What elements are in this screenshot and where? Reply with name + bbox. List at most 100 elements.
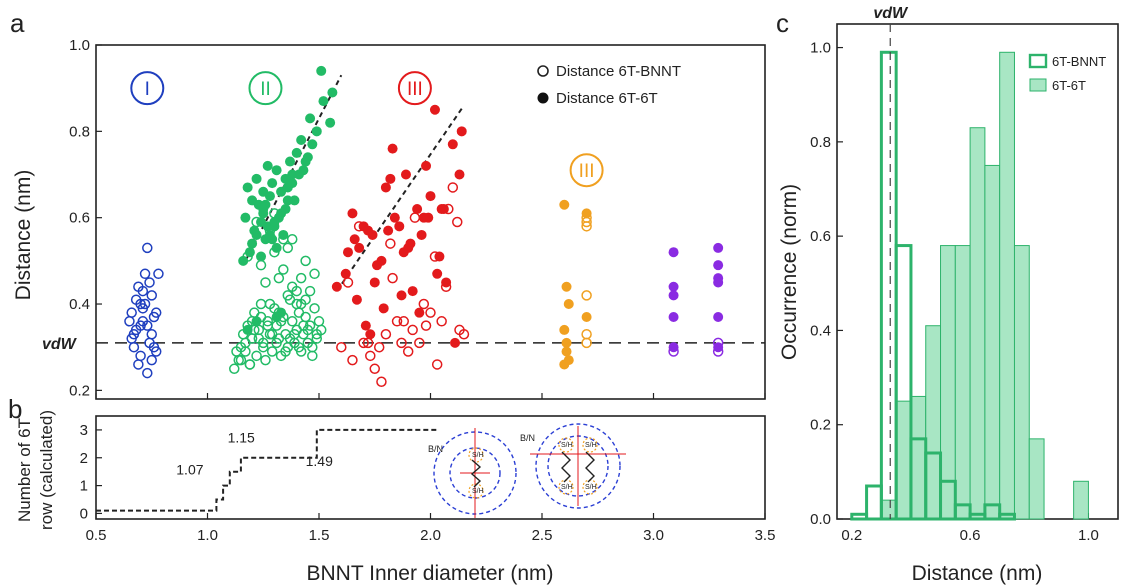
group-label-text: II [260, 79, 271, 100]
data-point-ii-open [300, 311, 311, 323]
data-point-iii-open [342, 277, 354, 288]
data-point-ii-open [266, 328, 278, 340]
panel-a-vdw-label: vdW [42, 336, 78, 353]
data-point-ii-open [246, 316, 258, 327]
data-point-i-open [142, 320, 153, 331]
data-point-i-open [142, 242, 153, 254]
panel-b-x-tick-label: 2.5 [532, 527, 553, 544]
data-point-ii-open [311, 333, 323, 344]
data-point-v-open [712, 337, 724, 349]
data-point-ii-open [307, 341, 318, 353]
data-point-ii-open [269, 208, 280, 219]
inset-label-b-n-1: B/N [428, 444, 443, 454]
hist-bar-6t-6t [984, 164, 1001, 520]
data-point-iii-filled [380, 182, 391, 193]
data-point-iii-open [414, 337, 425, 349]
data-point-iii-open [353, 221, 365, 232]
panel-c-histogram: 0.0 0.2 0.4 0.6 0.8 1.0 0.2 0.6 1.0 vdW 6T-BNNT … [778, 5, 1119, 585]
data-point-ii-filled [280, 204, 291, 215]
data-point-ii-filled [260, 234, 271, 245]
inset-label-s-h-2: S/H [472, 488, 484, 495]
data-point-ii-open [249, 307, 260, 318]
data-point-i-open [135, 298, 146, 310]
data-point-iii-open [358, 337, 369, 349]
data-point-ii-open [258, 341, 269, 353]
data-point-v-filled [713, 277, 724, 288]
data-point-v-filled [668, 247, 679, 258]
data-point-ii-open [298, 320, 309, 331]
data-point-ii-open [260, 277, 271, 288]
panel-c-y-axis-label: Occurrence (norm) [778, 184, 801, 360]
inset-label-s-h-3: S/H [561, 442, 573, 449]
data-point-ii-open [289, 328, 300, 340]
legend-open-marker [537, 65, 549, 77]
data-point-ii-filled [264, 191, 275, 202]
data-point-iv-filled [563, 299, 574, 310]
hist-bar-6t-6t [925, 325, 942, 520]
data-point-iv-filled [559, 324, 570, 335]
data-point-iii-filled [349, 234, 360, 245]
data-point-iii-open [387, 272, 398, 284]
data-point-ii-open [253, 333, 265, 344]
double-row-tube-diagram: S/H S/H S/H S/H B/N [520, 423, 626, 509]
data-point-ii-open [271, 337, 282, 349]
data-point-iii-open [347, 354, 358, 366]
data-point-ii-open [266, 346, 278, 357]
hist-bar-6t-bnnt [850, 512, 869, 521]
panel-c-x-tick-label: 0.6 [960, 527, 981, 544]
data-point-iii-filled [454, 169, 465, 180]
data-point-iii-open [365, 350, 376, 362]
step-annotation: 1.07 [176, 461, 203, 477]
data-point-ii-filled [285, 156, 296, 167]
row-number-step-line [96, 428, 438, 512]
data-point-ii-open [231, 346, 242, 357]
data-point-ii-filled [238, 255, 249, 266]
data-point-v-filled [713, 311, 724, 322]
panel-c-y-tick-label: 0.6 [810, 228, 831, 245]
hist-bar-6t-6t [1013, 245, 1030, 520]
panel-c-x-tick-label: 0.2 [841, 527, 862, 544]
panel-label-b: b [8, 394, 22, 424]
data-point-iii-filled [421, 160, 432, 171]
inset-label-s-h-6: S/H [585, 484, 597, 491]
data-point-iii-filled [347, 208, 358, 219]
group-label-circle [130, 71, 165, 106]
group-label-text: III [579, 161, 595, 182]
data-point-iii-open [447, 182, 459, 193]
data-point-iii-filled [429, 104, 440, 115]
data-point-ii-open [286, 234, 298, 245]
data-point-i-open [139, 298, 151, 310]
data-point-v-filled [713, 260, 724, 271]
data-point-ii-open [286, 316, 298, 327]
data-point-iv-filled [561, 281, 572, 292]
data-point-i-open [130, 324, 142, 336]
data-point-ii-filled [311, 126, 322, 137]
hist-bar-6t-6t [895, 400, 912, 520]
panel-b-y-axis-label-line1: Number of 6T [15, 418, 34, 522]
hist-bar-6t-bnnt [953, 503, 972, 521]
data-point-v-open [668, 346, 679, 357]
data-point-i-open [139, 268, 151, 280]
data-point-iii-filled [363, 225, 374, 236]
data-point-ii-open [293, 307, 305, 318]
data-point-ii-open [291, 285, 302, 297]
data-point-iii-filled [418, 212, 429, 223]
data-point-ii-filled [325, 117, 336, 128]
data-point-iii-filled [342, 247, 353, 258]
data-point-ii-filled [247, 195, 258, 206]
data-point-iv-open [581, 328, 592, 340]
data-point-iii-open [380, 328, 392, 340]
data-point-iii-filled [432, 268, 443, 279]
data-point-ii-filled [256, 251, 267, 262]
inset-label-b-n-2: B/N [520, 433, 535, 443]
panel-b-y-tick-label: 1 [80, 478, 88, 495]
data-point-iii-open [452, 216, 463, 228]
data-point-iii-filled [447, 139, 458, 150]
data-point-ii-filled [251, 229, 262, 240]
panel-c-y-tick-label: 1.0 [810, 40, 831, 57]
data-point-iii-open [418, 298, 430, 310]
step-annotation: 1.49 [306, 453, 333, 469]
hist-bar-6t-6t [1073, 480, 1089, 520]
data-point-ii-filled [267, 178, 278, 189]
